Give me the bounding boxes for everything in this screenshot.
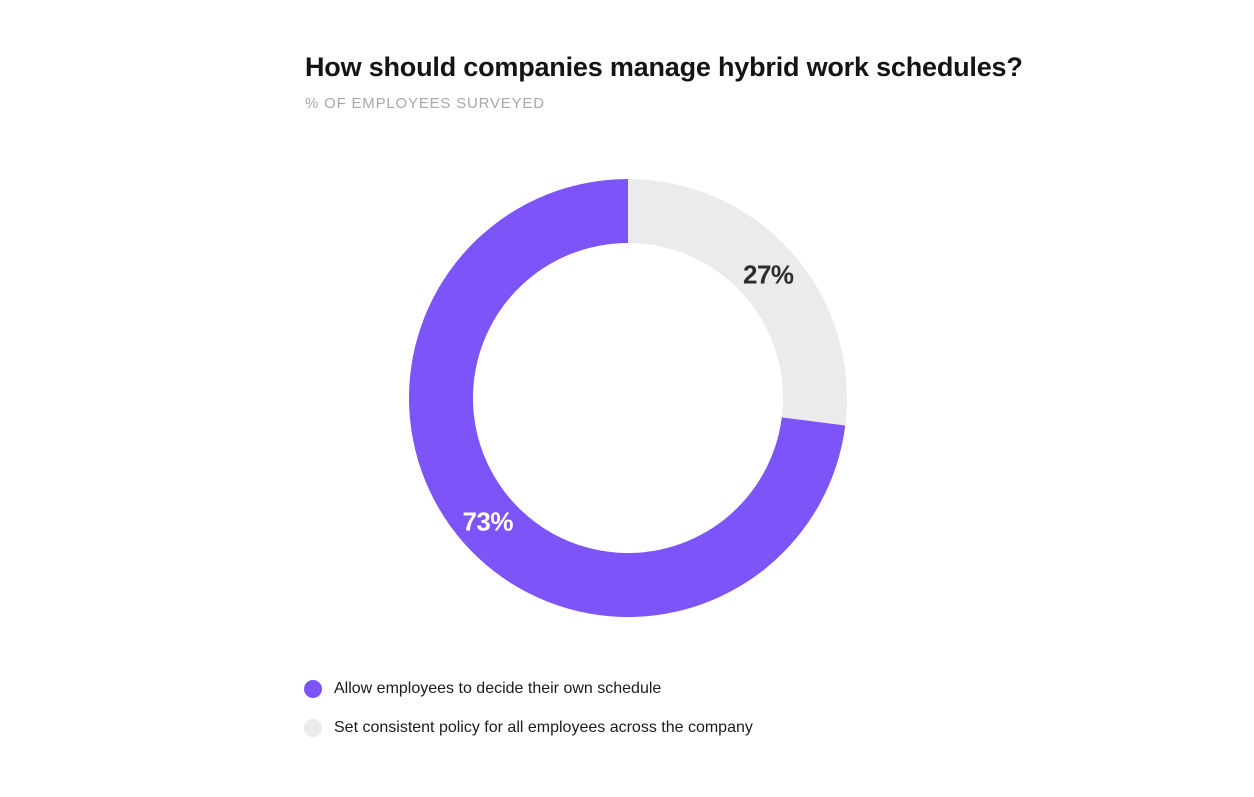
chart-subtitle: % OF EMPLOYEES SURVEYED bbox=[305, 95, 545, 112]
legend-item-1: Set consistent policy for all employees … bbox=[304, 719, 753, 737]
slice-value-label-0: 27% bbox=[743, 259, 794, 289]
slice-value-label-1: 73% bbox=[462, 507, 513, 537]
legend-label: Set consistent policy for all employees … bbox=[334, 719, 753, 736]
chart-legend: Allow employees to decide their own sche… bbox=[304, 680, 753, 737]
donut-slice-1 bbox=[409, 179, 846, 617]
chart-title: How should companies manage hybrid work … bbox=[305, 52, 1023, 82]
legend-swatch-icon bbox=[304, 680, 322, 698]
donut-chart: 27% 73% bbox=[409, 179, 847, 617]
legend-label: Allow employees to decide their own sche… bbox=[334, 680, 662, 697]
legend-item-0: Allow employees to decide their own sche… bbox=[304, 680, 753, 698]
donut-slice-0 bbox=[628, 179, 847, 426]
legend-swatch-icon bbox=[304, 719, 322, 737]
